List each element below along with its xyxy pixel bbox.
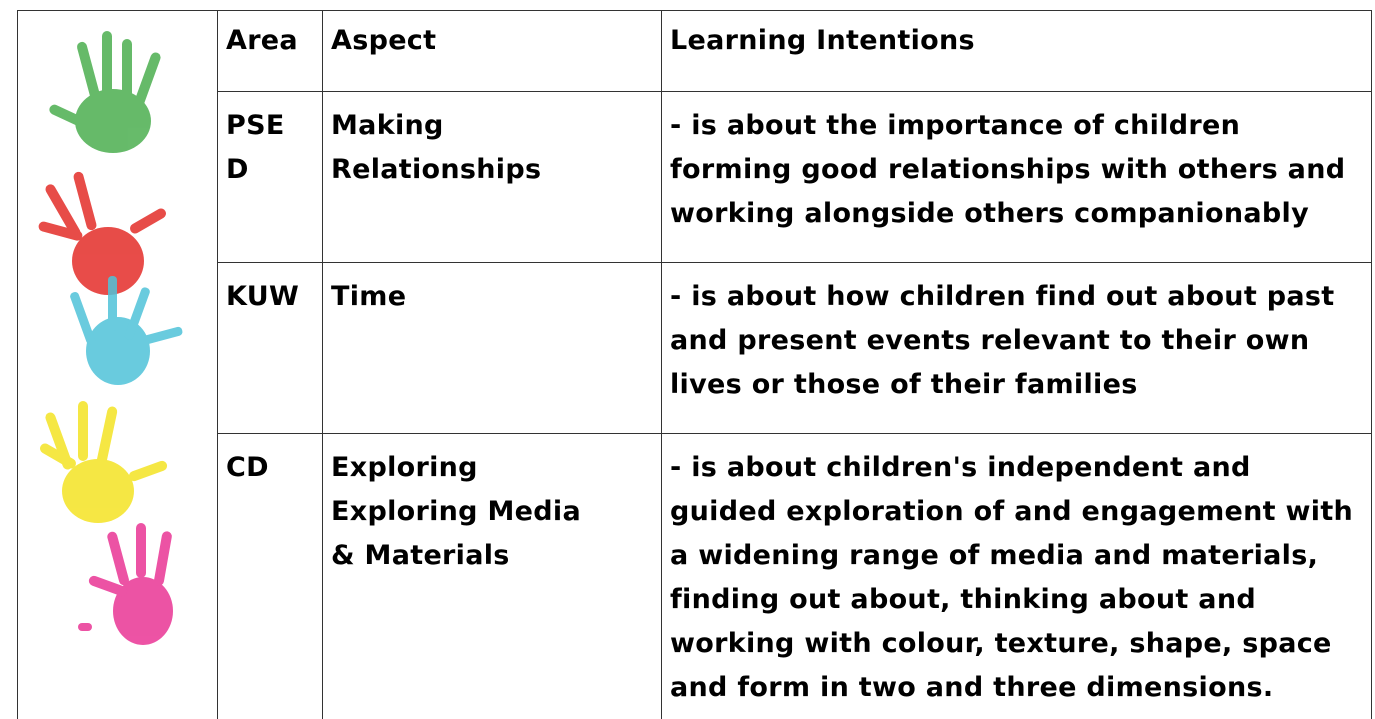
- learning-table: Area Aspect Learning Intentions PSE D Making R…: [17, 10, 1372, 719]
- header-cell: Learning Intentions: [661, 10, 1372, 92]
- cell-line: - is about the importance of children: [670, 110, 1241, 141]
- cell-line: finding out about, thinking about and: [670, 584, 1256, 615]
- header-cell: Area: [217, 10, 323, 92]
- cell-line: and present events relevant to their own: [670, 325, 1310, 356]
- cell-line: lives or those of their families: [670, 369, 1138, 400]
- table-cell: CD: [217, 433, 323, 719]
- green-hand: [49, 31, 161, 153]
- cell-line: Exploring: [331, 452, 478, 483]
- cell-line: a widening range of media and materials,: [670, 540, 1319, 571]
- blue-hand: [70, 276, 183, 385]
- table-row: CD Exploring Exploring Media & Materials - i…: [18, 433, 1372, 719]
- cell-line: forming good relationships with others a…: [670, 154, 1346, 185]
- table-cell: PSE D: [217, 91, 323, 263]
- cell-line: Making: [331, 110, 444, 141]
- table-cell: KUW: [217, 262, 323, 434]
- header-cell: Aspect: [322, 10, 662, 92]
- cell-line: Time: [331, 281, 407, 312]
- cell-line: & Materials: [331, 540, 510, 571]
- cell-line: guided exploration of and engagement wit…: [670, 496, 1354, 527]
- cell-line: working alongside others companionably: [670, 198, 1309, 229]
- cell-line: - is about how children find out about p…: [670, 281, 1335, 312]
- cell-line: working with colour, texture, shape, spa…: [670, 628, 1332, 659]
- yellow-hand: [40, 401, 168, 523]
- cell-line: - is about children's independent and: [670, 452, 1251, 483]
- table-cell: Time: [322, 262, 662, 434]
- cell-line: and form in two and three dimensions.: [670, 672, 1274, 703]
- cell-line: PSE: [226, 110, 285, 141]
- table-row: PSE D Making Relationships - is about the im…: [18, 91, 1372, 263]
- red-hand: [38, 171, 166, 295]
- table-cell: - is about the importance of children for…: [661, 91, 1372, 263]
- cell-line: KUW: [226, 281, 300, 312]
- table-cell: - is about children's independent and gui…: [661, 433, 1372, 719]
- handprints-image: [38, 31, 183, 645]
- pink-hand: [78, 523, 173, 645]
- cell-line: CD: [226, 452, 269, 483]
- header-row: Area Aspect Learning Intentions: [17, 10, 1372, 719]
- table-row: KUW Time - is about how children find out …: [18, 262, 1372, 434]
- cell-line: Relationships: [331, 154, 542, 185]
- table-cell: Making Relationships: [322, 91, 662, 263]
- table-cell: Exploring Exploring Media & Materials: [322, 433, 662, 719]
- table-cell: - is about how children find out about p…: [661, 262, 1372, 434]
- cell-line: D: [226, 154, 249, 185]
- cell-line: Exploring Media: [331, 496, 581, 527]
